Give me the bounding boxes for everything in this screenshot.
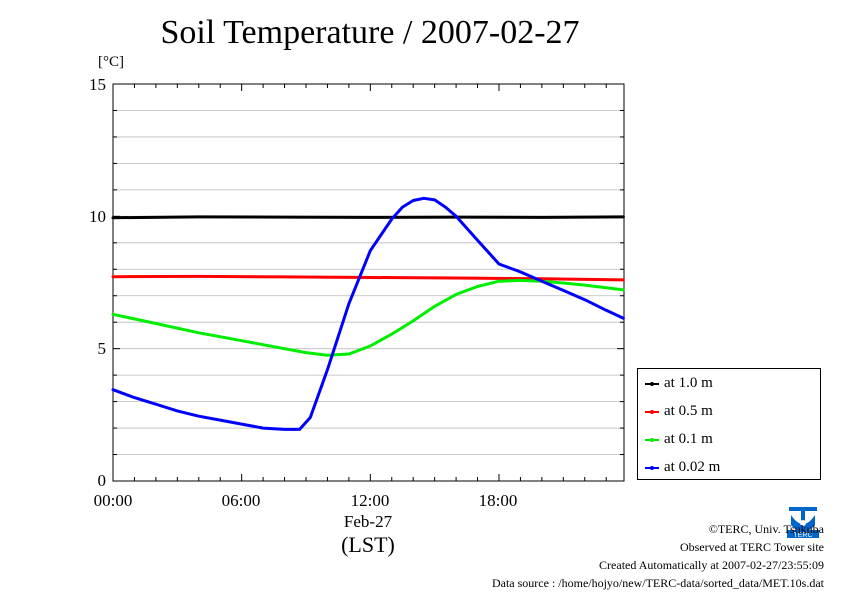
x-tick-label: 06:00 <box>221 491 261 510</box>
plot-frame <box>112 83 625 482</box>
legend-swatch <box>645 466 659 470</box>
series-line-3 <box>111 278 625 357</box>
legend-item: at 1.0 m <box>644 373 818 395</box>
y-tick-label: 0 <box>97 471 107 490</box>
x-tick-label: 00:00 <box>93 491 133 510</box>
legend-label: at 0.1 m <box>664 431 713 447</box>
legend-label: at 1.0 m <box>664 375 713 391</box>
footer-copyright: ©TERC, Univ. Tsukuba <box>708 522 824 536</box>
legend-item: at 0.02 m <box>644 457 818 479</box>
legend-swatch <box>645 382 659 386</box>
series-line-4 <box>111 196 625 431</box>
y-axis-unit: [°C] <box>98 54 124 70</box>
legend-label: at 0.02 m <box>664 459 721 475</box>
legend: at 1.0 m at 0.5 m at 0.1 m at 0.02 m <box>637 368 821 480</box>
footer-site: Observed at TERC Tower site <box>679 540 824 554</box>
series-lines <box>111 196 625 431</box>
legend-label: at 0.5 m <box>664 403 713 419</box>
x-tick-label: 12:00 <box>350 491 390 510</box>
x-axis-label: (LST) <box>341 532 395 557</box>
x-tick-label: 18:00 <box>478 491 518 510</box>
x-date-label: Feb-27 <box>343 512 393 531</box>
legend-swatch <box>645 410 659 414</box>
axis-ticks <box>112 83 624 482</box>
legend-item: at 0.5 m <box>644 401 818 423</box>
footer-source: Data source : /home/hojyo/new/TERC-data/… <box>491 576 824 590</box>
y-tick-label: 5 <box>97 339 107 358</box>
chart-title: Soil Temperature / 2007-02-27 <box>160 14 580 51</box>
legend-swatch <box>645 438 659 442</box>
series-line-2 <box>111 274 625 282</box>
y-tick-label: 15 <box>89 75 106 94</box>
y-tick-label: 10 <box>89 207 106 226</box>
series-line-1 <box>111 215 625 220</box>
gridlines <box>113 110 624 455</box>
footer-created: Created Automatically at 2007-02-27/23:5… <box>599 558 824 572</box>
terc-logo-icon: TERC <box>785 503 821 539</box>
legend-item: at 0.1 m <box>644 429 818 451</box>
logo-text: TERC <box>793 532 812 539</box>
